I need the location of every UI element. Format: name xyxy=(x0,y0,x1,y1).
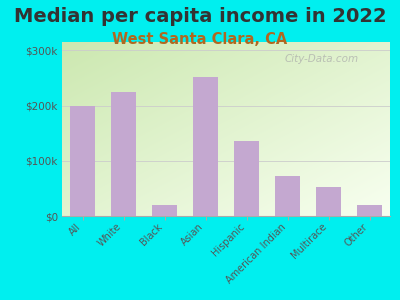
Bar xyxy=(193,77,218,216)
Bar xyxy=(234,141,259,216)
Bar xyxy=(152,205,177,216)
Bar xyxy=(316,187,341,216)
Bar xyxy=(111,92,136,216)
Text: City-Data.com: City-Data.com xyxy=(285,54,359,64)
Text: West Santa Clara, CA: West Santa Clara, CA xyxy=(112,32,288,46)
Bar xyxy=(275,176,300,216)
Bar xyxy=(70,106,95,216)
Text: Median per capita income in 2022: Median per capita income in 2022 xyxy=(14,8,386,26)
Bar xyxy=(357,205,382,216)
